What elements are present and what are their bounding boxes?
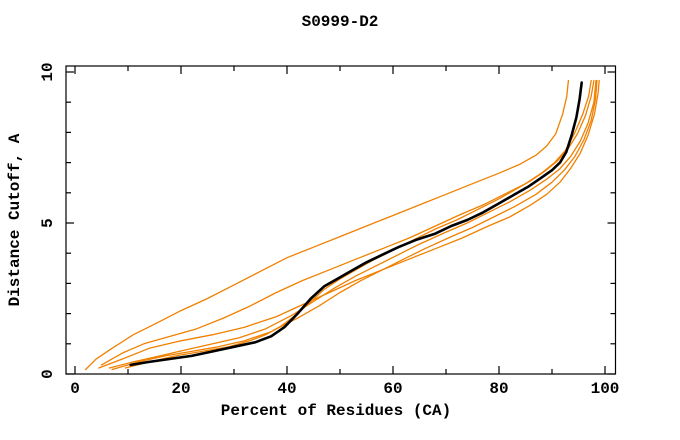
plot-frame (65, 65, 617, 375)
target-main-curve (129, 81, 584, 367)
model-curve-3 (124, 79, 595, 369)
y-tick-label: 0 (39, 369, 57, 379)
x-tick-label: 60 (383, 380, 402, 398)
model-curve-5 (111, 79, 598, 371)
x-tick-label: 20 (171, 380, 190, 398)
chart-title: S0999-D2 (301, 13, 379, 31)
x-tick-label: 100 (591, 380, 620, 398)
x-tick-label: 40 (277, 380, 296, 398)
model-curve-2 (100, 79, 592, 366)
model-curve-4 (108, 79, 597, 369)
model-curve-6 (98, 79, 600, 369)
x-axis-title: Percent of Residues (CA) (220, 402, 452, 420)
model-curve-1 (84, 79, 570, 371)
y-tick-label: 5 (39, 218, 57, 228)
y-axis-title: Distance Cutoff, A (6, 133, 24, 307)
x-tick-label: 80 (489, 380, 508, 398)
x-tick-label: 0 (70, 380, 80, 398)
y-tick-label: 10 (39, 62, 57, 81)
